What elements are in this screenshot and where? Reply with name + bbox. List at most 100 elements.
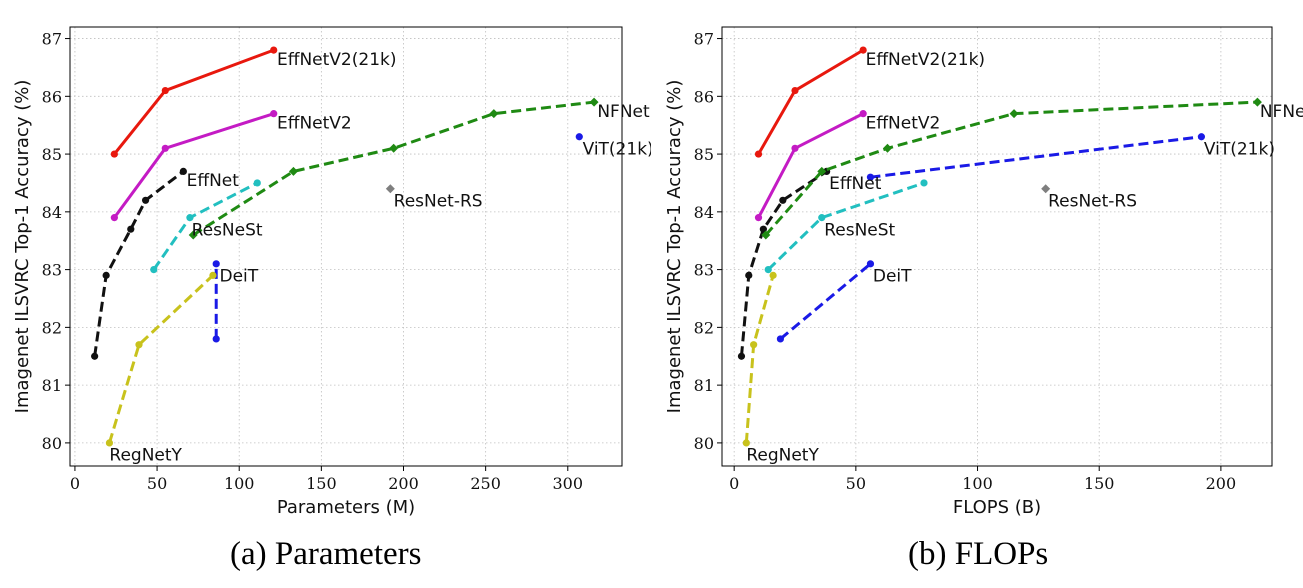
series-effnet <box>91 167 187 360</box>
data-point <box>754 214 763 222</box>
data-point <box>750 341 758 349</box>
data-point <box>188 230 198 240</box>
chart-parameters: 0 50 100 150 200 250 300 80 81 82 83 84 85 86 87 Parame… <box>12 26 651 518</box>
x-tick-label: 150 <box>1084 474 1115 493</box>
y-tick-label: 82 <box>42 318 62 337</box>
y-tick-label: 85 <box>42 145 62 164</box>
series-effnet <box>737 167 831 360</box>
data-point <box>150 266 158 274</box>
data-point <box>779 196 787 204</box>
series-label-resnet-rs: ResNet-RS <box>394 191 483 211</box>
data-point <box>102 271 110 279</box>
series-line-regnety <box>107 274 214 444</box>
data-point <box>389 143 399 153</box>
series-line-effnetv2-21k <box>757 48 864 155</box>
data-point <box>575 133 583 141</box>
series-resnet-rs <box>1041 184 1051 194</box>
data-point <box>1009 109 1019 119</box>
data-point <box>141 196 150 204</box>
series-line-effnet <box>93 170 185 357</box>
x-tick-label: 250 <box>470 474 501 493</box>
x-tick-label: 100 <box>224 474 255 493</box>
series-label-nfnet: NFNet <box>1260 102 1303 122</box>
series-resnest <box>150 179 261 274</box>
y-tick-label: 83 <box>42 261 62 280</box>
series-label-effnet: EffNet <box>829 174 882 194</box>
series-resnest <box>764 179 928 274</box>
y-tick-label: 86 <box>42 87 62 106</box>
y-axis-label: Imagenet ILSVRC Top-1 Accuracy (%) <box>664 80 685 414</box>
series-deit <box>776 260 875 343</box>
data-point <box>288 166 298 176</box>
chart-flops: 0 50 100 150 200 80 81 82 83 84 85 86 87 FLOPS (B) Ima… <box>664 26 1303 518</box>
series-vit-21k <box>575 133 583 141</box>
y-tick-label: 80 <box>694 434 714 453</box>
data-point <box>209 271 217 279</box>
series-label-regnety: RegNetY <box>109 446 182 466</box>
caption-flops: (b) FLOPs <box>908 536 1049 572</box>
series-line-effnetv2 <box>113 112 275 219</box>
x-tick-label: 150 <box>306 474 337 493</box>
data-point <box>818 214 826 222</box>
data-point <box>817 166 827 176</box>
series-effnetv2-21k <box>754 46 867 158</box>
data-point <box>764 266 772 274</box>
data-point <box>742 439 750 447</box>
y-tick-label: 85 <box>694 145 714 164</box>
data-point <box>589 97 599 107</box>
series-label-effnetv2: EffNetV2 <box>277 113 352 133</box>
series-label-resnest: ResNeSt <box>824 220 895 240</box>
series-effnetv2 <box>754 110 867 222</box>
data-point <box>745 271 753 279</box>
x-tick-label: 0 <box>70 474 80 493</box>
series-label-deit: DeiT <box>220 266 259 286</box>
series-label-effnet: EffNet <box>187 171 240 191</box>
series-regnety <box>105 271 217 447</box>
series-line-resnest <box>767 181 925 271</box>
data-point <box>179 167 187 176</box>
y-tick-label: 84 <box>42 203 62 222</box>
y-tick-label: 87 <box>42 30 62 49</box>
series-label-effnetv2-21k: EffNetV2(21k) <box>866 50 985 70</box>
data-point <box>110 150 118 158</box>
series-line-nfnet <box>764 100 1258 236</box>
data-point <box>1252 97 1262 107</box>
data-point <box>791 144 799 152</box>
series-line-regnety <box>744 274 775 444</box>
data-point <box>1197 133 1206 141</box>
y-tick-label: 81 <box>42 376 62 395</box>
y-tick-label: 81 <box>694 376 714 395</box>
data-point <box>737 352 746 360</box>
data-point <box>212 260 220 268</box>
data-point <box>110 214 118 222</box>
x-tick-label: 50 <box>846 474 866 493</box>
y-tick-label: 80 <box>42 434 62 453</box>
y-tick-label: 86 <box>694 87 714 106</box>
x-axis-label: Parameters (M) <box>277 497 415 518</box>
series-line-deit <box>779 262 872 341</box>
data-point <box>161 86 169 95</box>
x-tick-label: 200 <box>1206 474 1237 493</box>
x-tick-label: 0 <box>729 474 739 493</box>
data-point <box>866 260 875 268</box>
y-tick-label: 82 <box>694 318 714 337</box>
series-label-nfnet: NFNet <box>597 102 650 122</box>
series-label-effnetv2: EffNetV2 <box>866 113 941 133</box>
data-point <box>270 46 278 54</box>
series-regnety <box>742 271 777 447</box>
x-tick-label: 100 <box>962 474 993 493</box>
y-axis-label: Imagenet ILSVRC Top-1 Accuracy (%) <box>12 80 33 414</box>
data-point <box>859 110 867 118</box>
x-tick-label: 50 <box>147 474 167 493</box>
series-line-nfnet <box>192 100 595 237</box>
data-point <box>1041 184 1051 194</box>
x-axis-label: FLOPS (B) <box>953 497 1041 518</box>
series-label-deit: DeiT <box>873 266 912 286</box>
data-point <box>489 109 499 119</box>
series-label-resnest: ResNeSt <box>192 220 263 240</box>
data-point <box>920 179 928 187</box>
x-tick-label: 200 <box>388 474 419 493</box>
x-tick-label: 300 <box>553 474 584 493</box>
data-point <box>161 144 169 152</box>
